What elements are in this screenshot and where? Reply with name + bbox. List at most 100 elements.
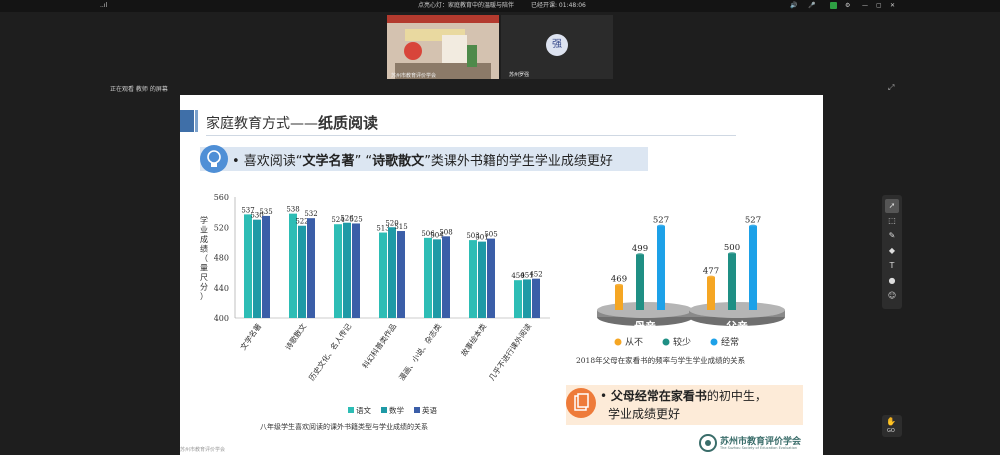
bar xyxy=(388,227,396,318)
video-frame xyxy=(387,15,499,79)
bullet2-text: • 父母经常在家看书的初中生， xyxy=(600,389,767,403)
legend-label: 经常 xyxy=(721,336,739,348)
hand-raise-button[interactable]: ✋ GO xyxy=(882,415,902,437)
x-tick-label: 几乎不进行课外阅读 xyxy=(486,321,533,382)
annotation-toolbar: ➚ ⬚ ✎ ◆ T ● ☺ xyxy=(882,195,902,309)
y-tick-label: 560 xyxy=(214,193,229,202)
y-axis-label-char: 成 xyxy=(200,234,208,244)
bullet1-mid: ” “ xyxy=(354,154,373,169)
y-axis-label-char: 尺 xyxy=(200,273,208,282)
title-accent-light xyxy=(195,110,198,132)
data-label: 469 xyxy=(611,274,627,284)
record-icon[interactable] xyxy=(830,2,837,9)
bullet1-bold2: 诗歌散文 xyxy=(372,154,425,169)
bar xyxy=(514,280,522,318)
eraser-icon[interactable]: ◆ xyxy=(888,246,896,255)
settings-icon[interactable]: ⚙ xyxy=(845,2,851,9)
x-tick-label: 故事绘本类 xyxy=(458,321,488,358)
cylinder-bar xyxy=(636,254,644,310)
document-icon xyxy=(566,388,596,418)
category-label: 父亲 xyxy=(725,319,748,333)
data-label: 505 xyxy=(484,231,497,239)
people-icon[interactable]: ☺ xyxy=(887,291,897,300)
legend-swatch xyxy=(414,407,420,413)
top-bar: ..ıl 点亮心灯：家庭教育中的温暖与陪伴 已经开课: 01:48:06 🔊 🎤… xyxy=(0,0,1000,12)
cylinder-top xyxy=(636,253,644,257)
legend-swatch xyxy=(348,407,354,413)
text-icon[interactable]: T xyxy=(889,261,895,270)
data-label: 532 xyxy=(304,210,317,218)
cylinder-top xyxy=(707,275,715,279)
data-label: 508 xyxy=(439,228,452,236)
y-axis-label-char: ） xyxy=(200,292,208,301)
bar xyxy=(424,237,432,318)
x-tick-label: 历史文化、名人传记 xyxy=(306,321,353,382)
legend-swatch xyxy=(614,338,622,346)
cylinder-bar xyxy=(728,253,736,310)
logo-subtitle: The Suzhou Society of Education Evaluati… xyxy=(720,446,798,450)
y-tick-label: 480 xyxy=(214,254,229,263)
data-label: 506 xyxy=(421,230,435,238)
legend-label: 较少 xyxy=(673,336,691,348)
close-icon[interactable]: ✕ xyxy=(890,2,896,9)
pointer-icon[interactable]: ➚ xyxy=(885,199,899,213)
cylinder-top xyxy=(728,252,736,256)
data-label: 500 xyxy=(724,243,740,253)
title-divider xyxy=(206,135,736,136)
minimize-icon[interactable]: — xyxy=(862,2,868,9)
data-label: 527 xyxy=(653,215,669,225)
bar-chart-caption: 八年级学生喜欢阅读的课外书籍类型与学业成绩的关系 xyxy=(260,423,428,431)
bar xyxy=(298,225,306,318)
avatar: 强 xyxy=(546,34,568,56)
pedestal-top xyxy=(597,302,693,318)
data-label: 451 xyxy=(520,271,533,279)
speaker-icon[interactable]: 🔊 xyxy=(790,2,798,9)
fullscreen-icon[interactable]: ⤢ xyxy=(888,83,895,92)
mic-icon[interactable]: 🎤 xyxy=(808,2,816,9)
pen-icon[interactable]: ✎ xyxy=(888,231,896,240)
bar xyxy=(442,236,450,318)
local-name: 苏州市教育评价学会 xyxy=(391,73,437,79)
title-prefix: 家庭教育方式—— xyxy=(206,116,318,132)
bullet2-tail: 的初中生， xyxy=(706,389,767,403)
data-label: 527 xyxy=(745,215,761,225)
bar xyxy=(343,222,351,318)
bar xyxy=(397,231,405,318)
title-accent xyxy=(180,110,194,132)
bullet1-text: • 喜欢阅读“文学名著” “诗歌散文”类课外书籍的学生学业成绩更好 xyxy=(232,150,613,169)
select-icon[interactable]: ⬚ xyxy=(888,216,896,225)
bar xyxy=(262,215,270,318)
data-label: 513 xyxy=(376,225,389,233)
legend-label: 英语 xyxy=(422,405,437,415)
bar xyxy=(289,213,297,318)
bullet2-line2: 学业成绩更好 xyxy=(608,407,681,421)
legend-swatch xyxy=(710,338,718,346)
data-label: 501 xyxy=(475,234,488,242)
data-label: 515 xyxy=(394,223,407,231)
y-axis-label-char: 业 xyxy=(200,225,208,235)
data-label: 524 xyxy=(331,216,345,224)
y-tick-label: 400 xyxy=(214,314,229,323)
bar xyxy=(352,223,360,318)
bar xyxy=(307,218,315,318)
bullet1-lead: • 喜欢阅读“ xyxy=(232,154,303,169)
elapsed-time: 已经开课: 01:48:06 xyxy=(531,2,586,9)
society-logo-icon xyxy=(699,434,717,452)
data-label: 520 xyxy=(385,219,398,227)
local-video-tile[interactable]: 苏州市教育评价学会 xyxy=(387,15,499,79)
cylinder-bar xyxy=(749,226,757,310)
cylinder-top xyxy=(749,224,757,228)
comment-icon[interactable]: ● xyxy=(888,276,896,285)
signal-icon: ..ıl xyxy=(100,2,108,9)
bar xyxy=(433,239,441,318)
data-label: 499 xyxy=(632,244,648,254)
bullet2-bold: 父母经常在家看书 xyxy=(610,389,707,403)
data-label: 530 xyxy=(250,212,263,220)
legend-label: 数学 xyxy=(389,405,404,415)
session-title: 点亮心灯：家庭教育中的温暖与陪伴 xyxy=(418,2,515,9)
category-label: 母亲 xyxy=(634,319,656,333)
maximize-icon[interactable]: ▢ xyxy=(876,2,882,9)
y-axis-label-char: 绩 xyxy=(200,244,208,254)
bar xyxy=(334,224,342,318)
